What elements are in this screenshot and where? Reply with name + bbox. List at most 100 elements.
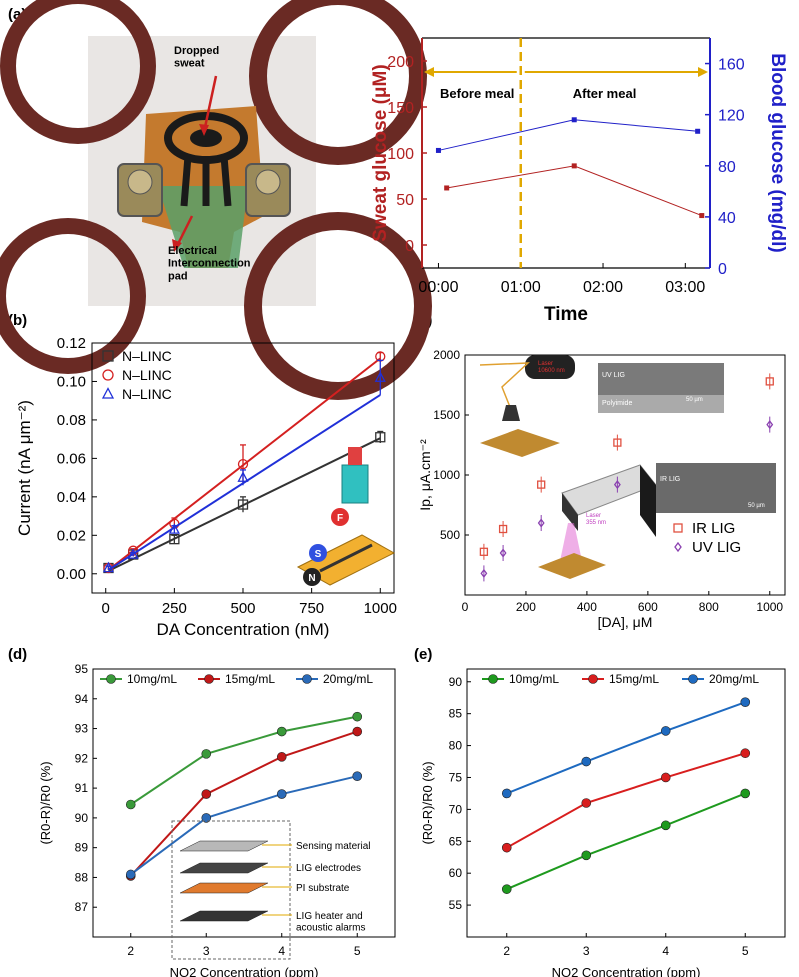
legend-marker (103, 351, 113, 361)
chart-b: 0 250 500 750 10000.000.020.040.060.080.100.… (0, 325, 410, 645)
data-point (353, 712, 362, 721)
x-tick-label: 750 (299, 600, 324, 617)
x-tick-label: 4 (278, 944, 285, 958)
inset-layer-label: PI substrate (296, 883, 350, 894)
data-point (661, 773, 670, 782)
y-tick-label-right: 160 (718, 57, 745, 74)
inset-ir-label: IR LIG (660, 476, 680, 483)
y-tick-label-right: 0 (718, 261, 727, 278)
y-tick-label: 93 (75, 722, 89, 736)
inset-probe-head (348, 447, 362, 465)
series-line (131, 732, 358, 876)
data-point (502, 885, 511, 894)
x-tick-label: 5 (354, 944, 361, 958)
sensor-photo: Dropped sweat Electrical Interconnection pa… (88, 36, 316, 306)
plot-frame (467, 669, 785, 937)
legend-label: 20mg/mL (323, 672, 373, 686)
x-tick-label: 500 (230, 600, 255, 617)
legend-marker (589, 675, 598, 684)
data-point (126, 800, 135, 809)
data-point (741, 698, 750, 707)
legend-label: IR LIG (692, 520, 735, 537)
chart-d: 2 3 4 5 87 88 89 90 91 92 93 94 95 NO2 Concentration … (0, 655, 410, 977)
legend-marker (303, 675, 312, 684)
legend-marker (689, 675, 698, 684)
legend-label: 10mg/mL (509, 672, 559, 686)
inset-sample-top (480, 429, 560, 457)
x-tick-label: 03:00 (665, 279, 705, 296)
data-point (444, 185, 449, 190)
y-tick-label: 0.08 (57, 412, 86, 429)
y-tick-label: 85 (449, 707, 463, 721)
y-tick-label: 500 (440, 528, 460, 542)
x-axis-title: NO2 Concentration (ppm) (170, 965, 319, 977)
series-line (131, 776, 358, 874)
y-tick-label: 0.12 (57, 335, 86, 352)
y-tick-label: 95 (75, 662, 89, 676)
inset-laser-bottom-text: Laser 355 nm (586, 513, 606, 526)
x-tick-label: 4 (662, 944, 669, 958)
inset-layer (180, 911, 268, 921)
inset-electrode-drawing: F S N (298, 447, 394, 586)
inset-scale-1: 50 µm (686, 397, 703, 403)
y-tick-label: 55 (449, 898, 463, 912)
y-tick-label: 2000 (433, 348, 460, 362)
annotation-before: Before meal (440, 86, 514, 101)
inset-layer (180, 883, 268, 893)
legend-label: N–LINC (122, 367, 172, 383)
legend-marker (674, 524, 682, 532)
x-tick-label: 400 (577, 600, 597, 614)
y-tick-label: 1500 (433, 408, 460, 422)
data-point (277, 752, 286, 761)
data-point (582, 757, 591, 766)
y-axis-title: (R0-R)/R0 (%) (420, 761, 435, 844)
data-point (277, 727, 286, 736)
legend-marker (103, 370, 113, 380)
chart-a: 0 50 100 150 200 0 40 80 120 160 00:00 01:00 02:00 03… (340, 20, 799, 320)
inset-layer-label: LIG heater and acoustic alarms (296, 911, 365, 934)
y-tick-label: 88 (75, 870, 89, 884)
legend-marker (675, 543, 681, 551)
y-tick-label: 65 (449, 834, 463, 848)
series-line (507, 702, 746, 793)
data-point (502, 843, 511, 852)
data-point (436, 148, 441, 153)
inset-layer (180, 841, 268, 851)
arrow-head-right (698, 67, 708, 77)
y-tick-label: 94 (75, 692, 89, 706)
y-tick-label: 0.04 (57, 489, 86, 506)
inset-layer-label: Sensing material (296, 841, 370, 852)
y-tick-label-left: 150 (387, 100, 414, 117)
legend-label: 15mg/mL (609, 672, 659, 686)
inset-polyimide-label: Polyimide (602, 400, 632, 407)
data-point (572, 117, 577, 122)
y-tick-label: 80 (449, 739, 463, 753)
series-line-sweat (447, 166, 702, 216)
series-line (507, 793, 746, 889)
y-tick-label: 92 (75, 751, 89, 765)
y-tick-label: 0.06 (57, 450, 86, 467)
y-tick-label: 0.10 (57, 373, 86, 390)
x-tick-label: 01:00 (501, 279, 541, 296)
y-axis-title-left: Sweat glucose (μM) (370, 64, 391, 241)
y-tick-label: 0.00 (57, 566, 86, 583)
y-tick-label-left: 0 (405, 238, 414, 255)
x-tick-label: 3 (203, 944, 210, 958)
data-point (353, 727, 362, 736)
x-tick-label: 0 (462, 600, 469, 614)
inset-layer (180, 863, 268, 873)
inset-probe (342, 465, 368, 503)
y-tick-label-right: 120 (718, 108, 745, 125)
data-point (572, 163, 577, 168)
inset-sample-bottom (538, 553, 606, 579)
data-point (582, 799, 591, 808)
inset-text-f: F (337, 513, 343, 524)
x-tick-label: 2 (127, 944, 134, 958)
legend-label: 10mg/mL (127, 672, 177, 686)
legend-label: N–LINC (122, 348, 172, 364)
y-tick-label-right: 80 (718, 159, 736, 176)
x-tick-label: 3 (583, 944, 590, 958)
y-tick-label: 90 (75, 811, 89, 825)
data-point (202, 749, 211, 758)
data-point (695, 129, 700, 134)
